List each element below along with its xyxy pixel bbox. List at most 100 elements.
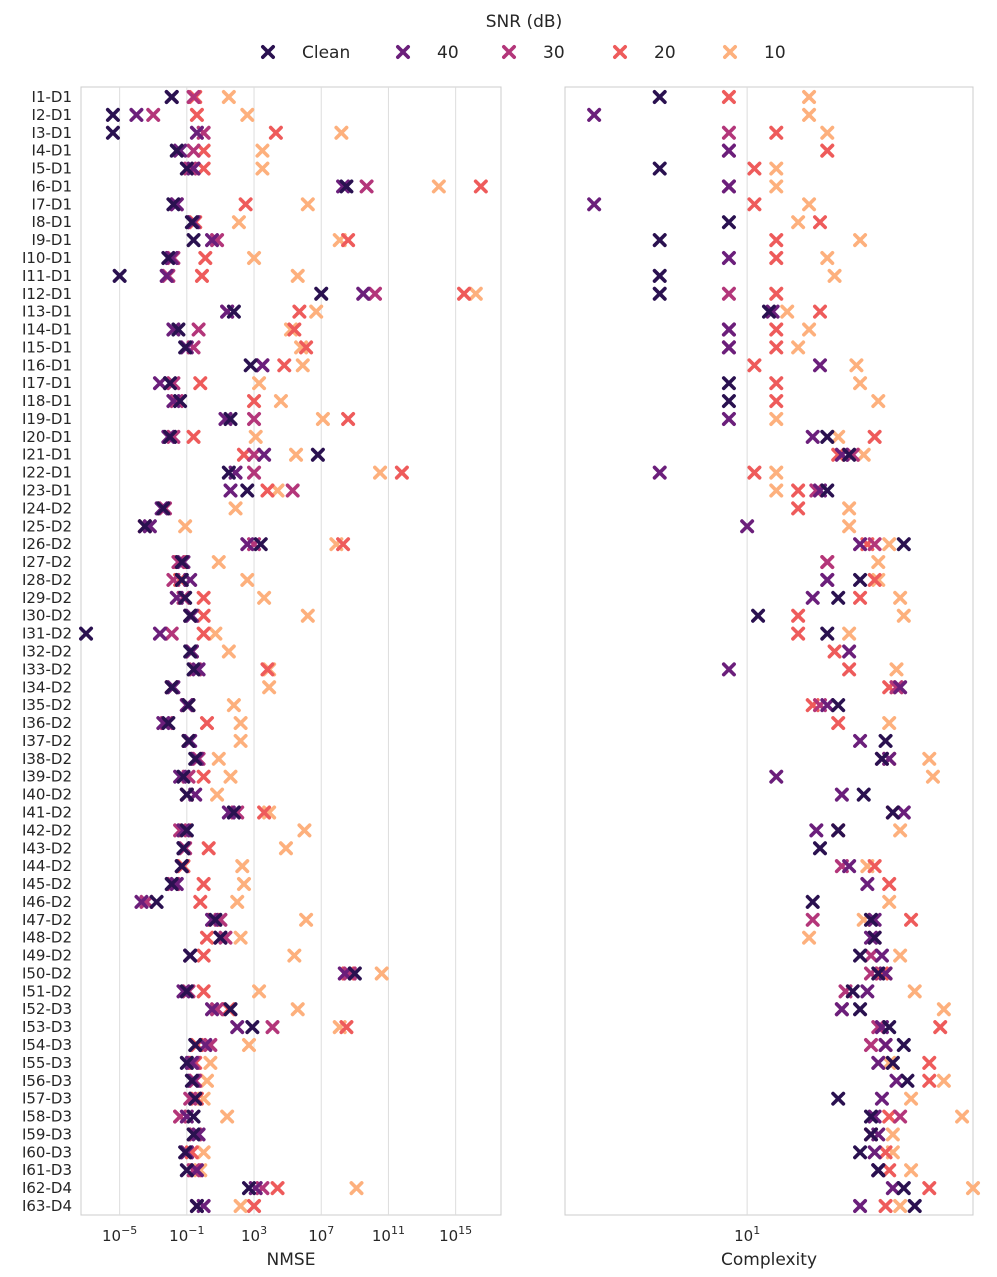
point-clean <box>164 90 179 104</box>
point-snr10 <box>853 233 868 248</box>
point-snr20 <box>186 429 201 444</box>
y-tick-label: I40-D2 <box>22 786 72 804</box>
point-clean <box>652 268 667 283</box>
point-snr40 <box>834 787 849 802</box>
point-snr30 <box>721 125 736 140</box>
point-snr40 <box>721 662 736 677</box>
point-clean <box>347 966 362 981</box>
point-snr30 <box>247 447 262 462</box>
point-clean <box>163 429 178 444</box>
point-snr10 <box>907 984 922 999</box>
point-clean <box>831 590 846 605</box>
point-snr20 <box>236 447 251 462</box>
nmse-plot-frame <box>80 86 502 1216</box>
y-tick-label: I52-D3 <box>22 1000 72 1018</box>
point-clean <box>179 161 194 176</box>
point-snr10 <box>871 555 886 570</box>
point-snr10 <box>231 215 246 230</box>
point-snr20 <box>299 340 314 355</box>
point-clean <box>885 805 900 820</box>
y-tick-label: I11-D1 <box>22 267 72 285</box>
point-snr30 <box>146 107 161 122</box>
point-clean <box>853 948 868 963</box>
point-snr40 <box>769 769 784 784</box>
point-snr40 <box>159 268 174 283</box>
y-tick-label: I19-D1 <box>22 410 72 428</box>
y-tick-label: I7-D1 <box>32 195 72 213</box>
point-snr20 <box>882 1109 897 1124</box>
point-snr20 <box>260 662 275 677</box>
legend-entry: 40 <box>395 43 459 63</box>
point-clean <box>179 1163 194 1178</box>
y-tick-label: I42-D2 <box>22 821 72 839</box>
point-snr40 <box>356 286 371 301</box>
y-tick-label: I6-D1 <box>32 177 72 195</box>
point-clean <box>871 1163 886 1178</box>
point-clean <box>161 250 176 265</box>
point-snr40 <box>812 358 828 373</box>
point-snr10 <box>896 608 911 623</box>
point-snr40 <box>587 107 602 122</box>
point-snr10 <box>374 966 389 981</box>
point-snr40 <box>820 572 835 587</box>
legend-label: 10 <box>764 43 786 63</box>
point-clean <box>339 179 354 194</box>
point-snr40 <box>169 197 184 212</box>
point-clean <box>176 841 191 856</box>
y-tick-label: I4-D1 <box>32 142 72 160</box>
legend-entries: Clean 40 30 20 10 <box>260 43 786 63</box>
point-clean <box>181 698 196 713</box>
point-snr30 <box>845 447 860 462</box>
point-clean <box>188 751 203 766</box>
point-clean <box>253 537 268 552</box>
y-tick-label: I21-D1 <box>22 446 72 464</box>
point-snr20 <box>747 197 762 212</box>
point-clean <box>179 984 194 999</box>
point-snr10 <box>299 912 314 927</box>
point-snr10 <box>233 716 248 731</box>
y-tick-label: I38-D2 <box>22 750 72 768</box>
point-snr40 <box>842 644 857 659</box>
point-clean <box>137 519 152 534</box>
point-snr40 <box>721 411 736 426</box>
y-tick-label: I43-D2 <box>22 839 72 857</box>
point-clean <box>874 751 889 766</box>
point-snr10 <box>922 751 937 766</box>
legend-marker <box>612 44 628 60</box>
nmse-x-ticks: 10−5 10−1 103 107 1011 1015 <box>102 1224 472 1245</box>
point-clean <box>186 1127 201 1142</box>
x-tick-label: 1015 <box>439 1224 472 1245</box>
point-clean <box>221 465 236 480</box>
point-snr40 <box>871 1055 886 1070</box>
point-clean <box>178 1145 193 1160</box>
point-snr10 <box>468 286 483 301</box>
point-snr10 <box>226 698 241 713</box>
y-tick-label: I35-D2 <box>22 696 72 714</box>
point-snr30 <box>863 1038 879 1053</box>
y-tick-label: I29-D2 <box>22 589 72 607</box>
point-snr20 <box>268 125 283 140</box>
nmse-marks <box>79 90 488 1213</box>
y-tick-label: I39-D2 <box>22 768 72 786</box>
point-snr20 <box>769 250 784 265</box>
y-tick-label: I50-D2 <box>22 964 72 982</box>
point-snr20 <box>287 322 302 337</box>
y-tick-label: I32-D2 <box>22 643 72 661</box>
point-snr40 <box>152 626 167 641</box>
point-snr40 <box>176 984 191 999</box>
point-clean <box>856 787 871 802</box>
point-snr20 <box>827 644 842 659</box>
point-snr20 <box>747 358 762 373</box>
point-snr10 <box>233 733 248 748</box>
point-clean <box>156 501 171 516</box>
point-snr10 <box>769 465 784 480</box>
point-clean <box>178 340 193 355</box>
point-snr10 <box>221 90 236 104</box>
point-clean <box>186 1109 201 1124</box>
point-snr20 <box>457 286 472 301</box>
y-tick-label: I27-D2 <box>22 553 72 571</box>
point-snr20 <box>820 143 835 158</box>
point-snr10 <box>882 1055 897 1070</box>
point-snr10 <box>228 501 243 516</box>
point-snr10 <box>315 411 330 426</box>
